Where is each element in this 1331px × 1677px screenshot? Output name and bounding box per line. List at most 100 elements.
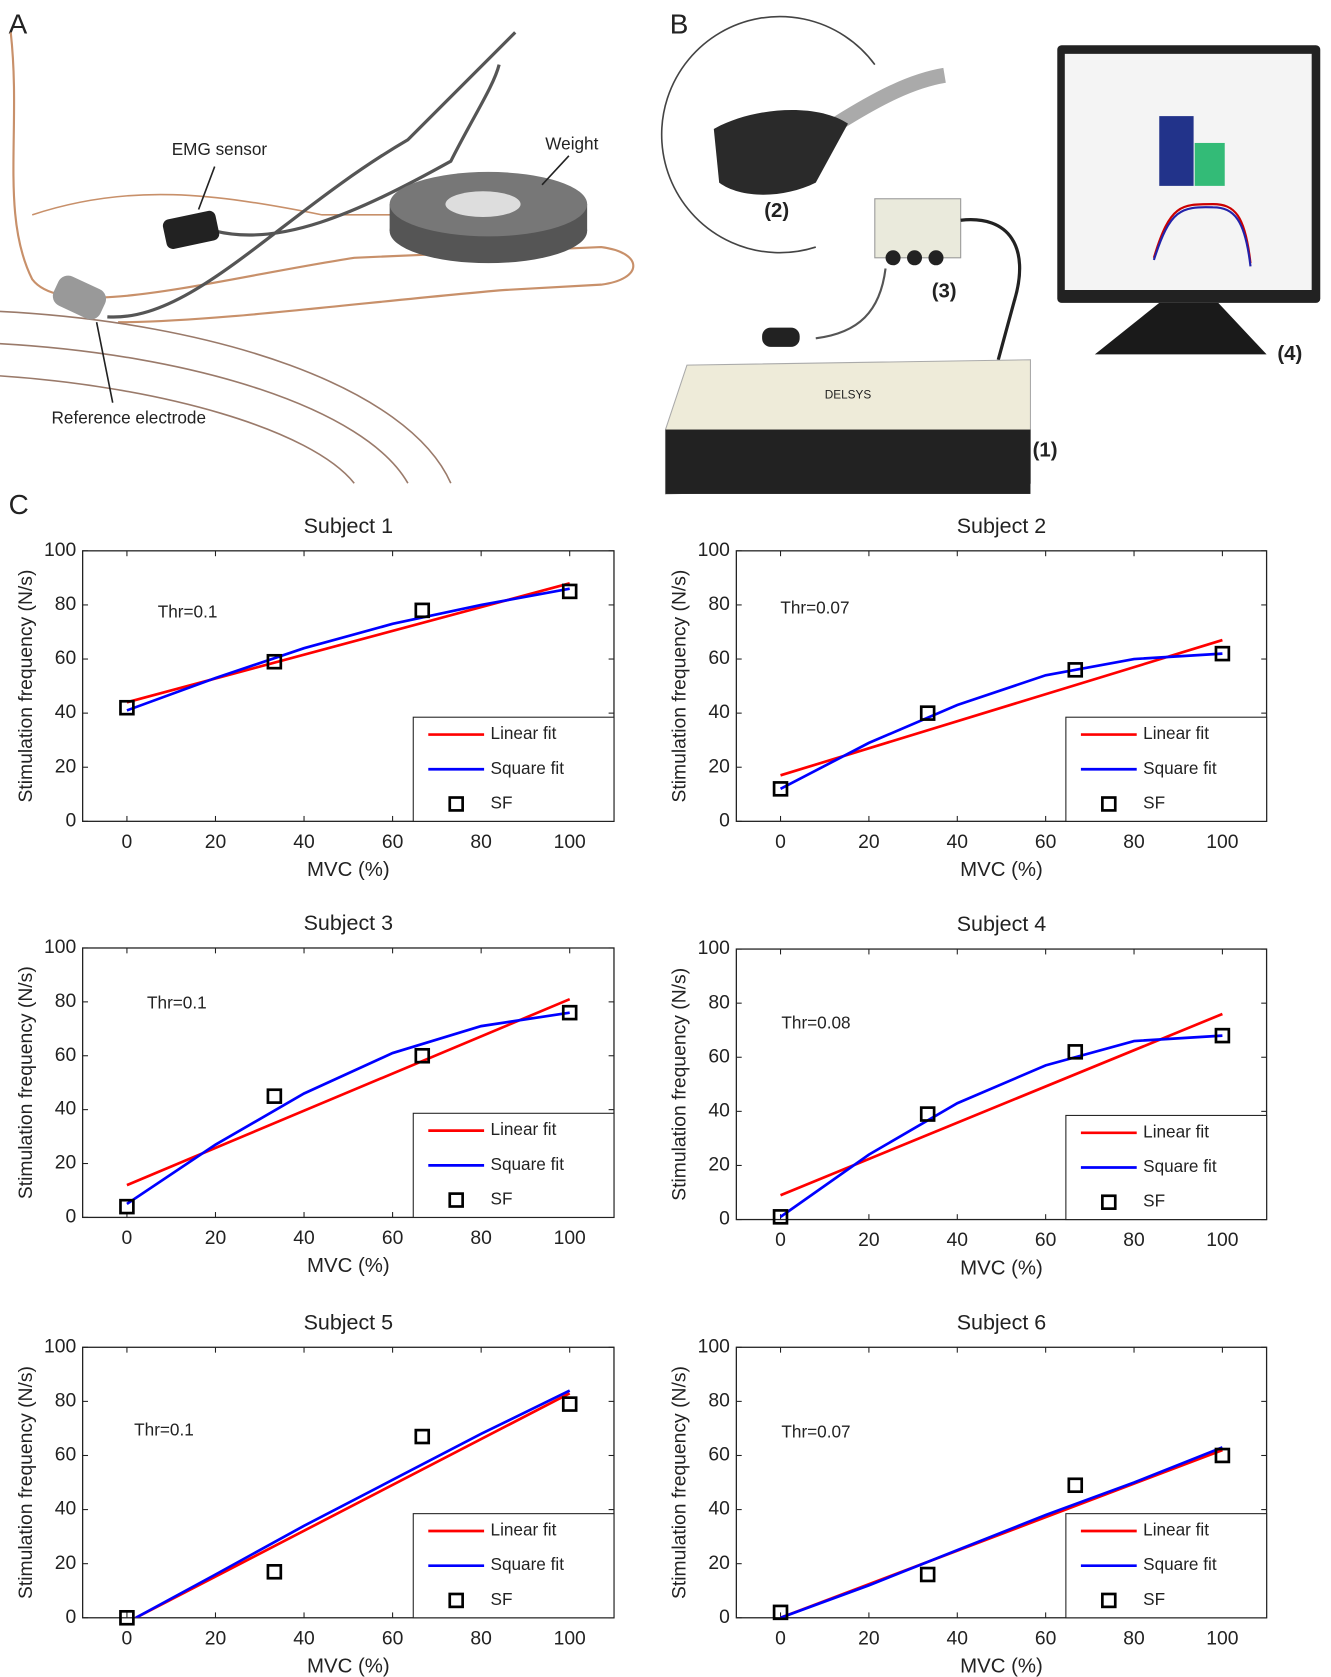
pointer bbox=[199, 167, 215, 210]
legend-label: SF bbox=[1143, 793, 1165, 813]
legend-label: SF bbox=[491, 793, 513, 813]
y-tick-label: 100 bbox=[698, 1336, 730, 1357]
panel-label: C bbox=[9, 489, 29, 520]
y-tick-label: 0 bbox=[719, 1209, 730, 1230]
sensor bbox=[762, 328, 800, 347]
x-tick-label: 80 bbox=[470, 1228, 491, 1249]
cable bbox=[816, 269, 886, 339]
x-axis-label: MVC (%) bbox=[960, 859, 1043, 881]
x-tick-label: 20 bbox=[858, 1230, 879, 1251]
page: A EMG sensor Weight Reference electrode … bbox=[0, 0, 1331, 1677]
legend-label: Linear fit bbox=[491, 1520, 557, 1540]
legend-label: SF bbox=[491, 1189, 513, 1209]
y-tick-label: 0 bbox=[65, 810, 76, 831]
x-tick-label: 80 bbox=[470, 1628, 491, 1649]
x-tick-label: 60 bbox=[382, 1228, 403, 1249]
x-tick-label: 40 bbox=[293, 832, 314, 853]
x-tick-label: 20 bbox=[205, 1628, 226, 1649]
monitor-stand bbox=[1095, 303, 1267, 355]
legend-label: Square fit bbox=[1143, 1156, 1217, 1176]
x-tick-label: 100 bbox=[554, 1228, 586, 1249]
label: Weight bbox=[545, 134, 598, 154]
cable bbox=[837, 75, 944, 123]
y-tick-label: 80 bbox=[708, 992, 729, 1013]
y-tick-label: 100 bbox=[44, 1336, 76, 1357]
x-tick-label: 100 bbox=[1206, 1230, 1238, 1251]
x-tick-label: 80 bbox=[470, 832, 491, 853]
y-tick-label: 80 bbox=[708, 594, 729, 615]
legend-label: Linear fit bbox=[491, 723, 557, 743]
chart: Subject 3020406080100020406080100MVC (%)… bbox=[16, 911, 614, 1277]
x-tick-label: 100 bbox=[554, 832, 586, 853]
legend-label: Square fit bbox=[491, 758, 565, 778]
x-tick-label: 100 bbox=[1206, 832, 1238, 853]
y-axis-label: Stimulation frequency (N/s) bbox=[670, 570, 691, 803]
y-tick-label: 80 bbox=[55, 991, 76, 1012]
x-tick-label: 0 bbox=[122, 1628, 133, 1649]
y-axis-label: Stimulation frequency (N/s) bbox=[670, 968, 691, 1201]
x-axis-label: MVC (%) bbox=[307, 1656, 390, 1677]
y-tick-label: 0 bbox=[719, 1607, 730, 1628]
legend-label: Linear fit bbox=[1143, 1520, 1209, 1540]
cable bbox=[961, 220, 1020, 360]
y-tick-label: 20 bbox=[708, 756, 729, 777]
x-tick-label: 20 bbox=[858, 832, 879, 853]
y-tick-label: 60 bbox=[55, 648, 76, 669]
y-tick-label: 20 bbox=[708, 1553, 729, 1574]
y-axis-label: Stimulation frequency (N/s) bbox=[16, 570, 37, 803]
y-tick-label: 40 bbox=[55, 702, 76, 723]
x-tick-label: 20 bbox=[205, 1228, 226, 1249]
amplifier bbox=[875, 199, 961, 258]
x-tick-label: 40 bbox=[947, 1230, 968, 1251]
panel-b: B (2) (3) DELSYS (1) (4) bbox=[662, 8, 1321, 494]
x-tick-label: 0 bbox=[775, 832, 786, 853]
y-tick-label: 60 bbox=[55, 1045, 76, 1066]
x-tick-label: 20 bbox=[858, 1628, 879, 1649]
emg-sensor bbox=[162, 210, 221, 251]
annotation: Thr=0.1 bbox=[147, 992, 207, 1012]
y-tick-label: 0 bbox=[65, 1207, 76, 1228]
x-tick-label: 60 bbox=[1035, 1628, 1056, 1649]
y-tick-label: 100 bbox=[44, 937, 76, 958]
label: EMG sensor bbox=[172, 139, 268, 159]
annotation: Thr=0.07 bbox=[781, 1422, 850, 1442]
chart-title: Subject 1 bbox=[304, 514, 393, 538]
item-label: (2) bbox=[764, 200, 789, 222]
legend-label: SF bbox=[1143, 1589, 1165, 1609]
chart-title: Subject 5 bbox=[304, 1310, 394, 1334]
chart-title: Subject 6 bbox=[957, 1310, 1046, 1334]
x-tick-label: 0 bbox=[122, 832, 133, 853]
x-tick-label: 60 bbox=[1035, 1230, 1056, 1251]
y-tick-label: 40 bbox=[55, 1499, 76, 1520]
y-tick-label: 60 bbox=[708, 648, 729, 669]
y-tick-label: 40 bbox=[708, 702, 729, 723]
x-tick-label: 0 bbox=[775, 1628, 786, 1649]
item-label: (4) bbox=[1277, 343, 1302, 365]
weight bbox=[445, 191, 520, 217]
item-label: (3) bbox=[932, 281, 957, 303]
legend-label: SF bbox=[1143, 1191, 1165, 1211]
x-tick-label: 40 bbox=[947, 1628, 968, 1649]
y-tick-label: 40 bbox=[708, 1100, 729, 1121]
x-tick-label: 20 bbox=[205, 832, 226, 853]
legend-label: Linear fit bbox=[1143, 1121, 1209, 1141]
legend-label: Square fit bbox=[491, 1154, 565, 1174]
y-tick-label: 20 bbox=[708, 1155, 729, 1176]
y-axis-label: Stimulation frequency (N/s) bbox=[670, 1366, 691, 1599]
x-tick-label: 60 bbox=[382, 1628, 403, 1649]
chart-title: Subject 4 bbox=[957, 912, 1047, 936]
x-tick-label: 80 bbox=[1123, 1628, 1144, 1649]
x-tick-label: 100 bbox=[554, 1628, 586, 1649]
panel-label: B bbox=[670, 8, 689, 39]
y-tick-label: 80 bbox=[55, 594, 76, 615]
brand: DELSYS bbox=[825, 387, 872, 401]
y-tick-label: 40 bbox=[708, 1499, 729, 1520]
annotation: Thr=0.1 bbox=[134, 1420, 194, 1440]
chart-title: Subject 2 bbox=[957, 514, 1046, 538]
y-tick-label: 60 bbox=[708, 1445, 729, 1466]
x-tick-label: 60 bbox=[1035, 832, 1056, 853]
annotation: Thr=0.07 bbox=[780, 597, 849, 617]
